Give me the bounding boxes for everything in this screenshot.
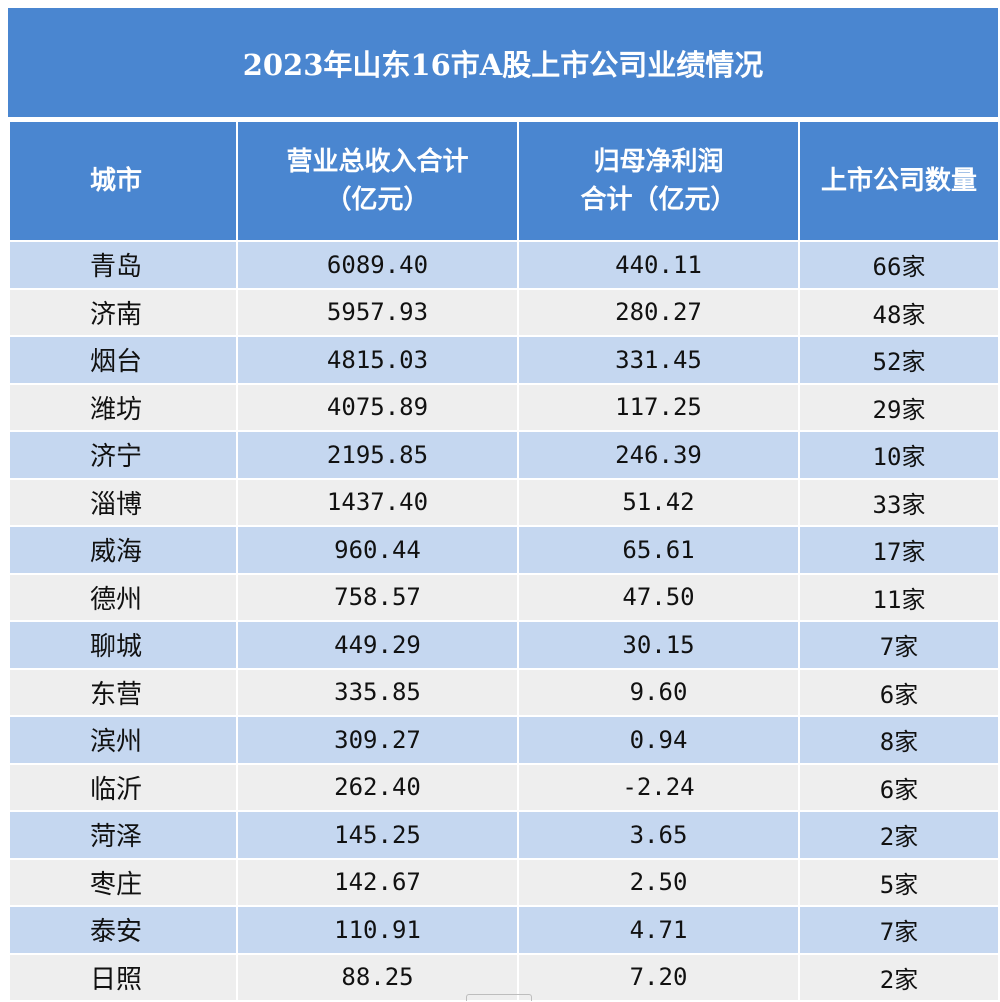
- cell-revenue: 262.40: [236, 762, 519, 812]
- header-profit-line1: 归母净利润: [593, 147, 724, 177]
- header-profit-line2: 合计（亿元）: [580, 185, 737, 215]
- cell-profit: 9.60: [517, 667, 800, 717]
- cell-count: 17家: [798, 525, 1000, 575]
- cell-city: 威海: [8, 525, 238, 575]
- cell-city: 滨州: [8, 715, 238, 765]
- cell-profit: -2.24: [517, 762, 800, 812]
- cell-profit: 117.25: [517, 382, 800, 432]
- cell-count: 29家: [798, 382, 1000, 432]
- cell-city: 日照: [8, 952, 238, 1002]
- cell-revenue: 4075.89: [236, 382, 519, 432]
- cell-count: 8家: [798, 715, 1000, 765]
- cell-revenue: 145.25: [236, 810, 519, 860]
- cell-city: 东营: [8, 667, 238, 717]
- cell-profit: 51.42: [517, 477, 800, 527]
- cell-revenue: 960.44: [236, 525, 519, 575]
- header-profit: 归母净利润 合计（亿元）: [517, 120, 800, 242]
- cell-profit: 2.50: [517, 857, 800, 907]
- table-row: 聊城 449.29 30.15 7家: [8, 620, 1000, 670]
- cell-profit: 7.20: [517, 952, 800, 1002]
- cell-profit: 4.71: [517, 905, 800, 955]
- cell-city: 德州: [8, 572, 238, 622]
- cell-profit: 3.65: [517, 810, 800, 860]
- table-row: 潍坊 4075.89 117.25 29家: [8, 382, 1000, 432]
- cell-count: 33家: [798, 477, 1000, 527]
- cell-profit: 440.11: [517, 240, 800, 290]
- cell-city: 潍坊: [8, 382, 238, 432]
- table-row: 青岛 6089.40 440.11 66家: [8, 240, 1000, 290]
- cell-count: 52家: [798, 335, 1000, 385]
- table-row: 烟台 4815.03 331.45 52家: [8, 335, 1000, 385]
- cell-city: 菏泽: [8, 810, 238, 860]
- table-row: 德州 758.57 47.50 11家: [8, 572, 1000, 622]
- cell-revenue: 449.29: [236, 620, 519, 670]
- cell-count: 7家: [798, 620, 1000, 670]
- cell-revenue: 758.57: [236, 572, 519, 622]
- header-count: 上市公司数量: [798, 120, 1000, 242]
- cell-count: 5家: [798, 857, 1000, 907]
- cell-profit: 331.45: [517, 335, 800, 385]
- cell-count: 6家: [798, 667, 1000, 717]
- cell-revenue: 6089.40: [236, 240, 519, 290]
- header-city: 城市: [8, 120, 238, 242]
- cell-count: 66家: [798, 240, 1000, 290]
- cell-profit: 47.50: [517, 572, 800, 622]
- cell-city: 聊城: [8, 620, 238, 670]
- cell-count: 7家: [798, 905, 1000, 955]
- header-revenue: 营业总收入合计 （亿元）: [236, 120, 519, 242]
- table-frame: 2023年山东16市A股上市公司业绩情况 城市 营业总收入合计 （亿元） 归母净…: [8, 8, 1000, 1002]
- cell-city: 泰安: [8, 905, 238, 955]
- table-row: 滨州 309.27 0.94 8家: [8, 715, 1000, 765]
- cell-city: 淄博: [8, 477, 238, 527]
- table-row: 日照 88.25 7.20 2家: [8, 952, 1000, 1002]
- cell-revenue: 88.25: [236, 952, 519, 1002]
- cell-revenue: 1437.40: [236, 477, 519, 527]
- header-row: 城市 营业总收入合计 （亿元） 归母净利润 合计（亿元） 上市公司数量: [8, 120, 1000, 242]
- cell-city: 临沂: [8, 762, 238, 812]
- cell-revenue: 2195.85: [236, 430, 519, 480]
- cell-city: 枣庄: [8, 857, 238, 907]
- cell-revenue: 335.85: [236, 667, 519, 717]
- cell-count: 6家: [798, 762, 1000, 812]
- cell-revenue: 5957.93: [236, 287, 519, 337]
- cell-profit: 30.15: [517, 620, 800, 670]
- header-revenue-line1: 营业总收入合计: [286, 147, 469, 177]
- cell-profit: 65.61: [517, 525, 800, 575]
- cell-count: 48家: [798, 287, 1000, 337]
- cell-revenue: 4815.03: [236, 335, 519, 385]
- table-title: 2023年山东16市A股上市公司业绩情况: [8, 8, 998, 120]
- cell-count: 2家: [798, 952, 1000, 1002]
- cell-count: 11家: [798, 572, 1000, 622]
- header-revenue-line2: （亿元）: [325, 185, 430, 215]
- table-row: 临沂 262.40 -2.24 6家: [8, 762, 1000, 812]
- cell-revenue: 142.67: [236, 857, 519, 907]
- scroll-handle[interactable]: [466, 994, 532, 1001]
- table-row: 泰安 110.91 4.71 7家: [8, 905, 1000, 955]
- cell-profit: 280.27: [517, 287, 800, 337]
- table-row: 淄博 1437.40 51.42 33家: [8, 477, 1000, 527]
- table-row: 菏泽 145.25 3.65 2家: [8, 810, 1000, 860]
- cell-profit: 0.94: [517, 715, 800, 765]
- cell-city: 济宁: [8, 430, 238, 480]
- table-row: 威海 960.44 65.61 17家: [8, 525, 1000, 575]
- cell-profit: 246.39: [517, 430, 800, 480]
- table-row: 济宁 2195.85 246.39 10家: [8, 430, 1000, 480]
- table-row: 济南 5957.93 280.27 48家: [8, 287, 1000, 337]
- cell-city: 青岛: [8, 240, 238, 290]
- cell-city: 烟台: [8, 335, 238, 385]
- cell-count: 2家: [798, 810, 1000, 860]
- performance-table: 城市 营业总收入合计 （亿元） 归母净利润 合计（亿元） 上市公司数量 青岛 60…: [8, 120, 1000, 1002]
- cell-revenue: 309.27: [236, 715, 519, 765]
- cell-city: 济南: [8, 287, 238, 337]
- cell-count: 10家: [798, 430, 1000, 480]
- cell-revenue: 110.91: [236, 905, 519, 955]
- table-row: 枣庄 142.67 2.50 5家: [8, 857, 1000, 907]
- table-row: 东营 335.85 9.60 6家: [8, 667, 1000, 717]
